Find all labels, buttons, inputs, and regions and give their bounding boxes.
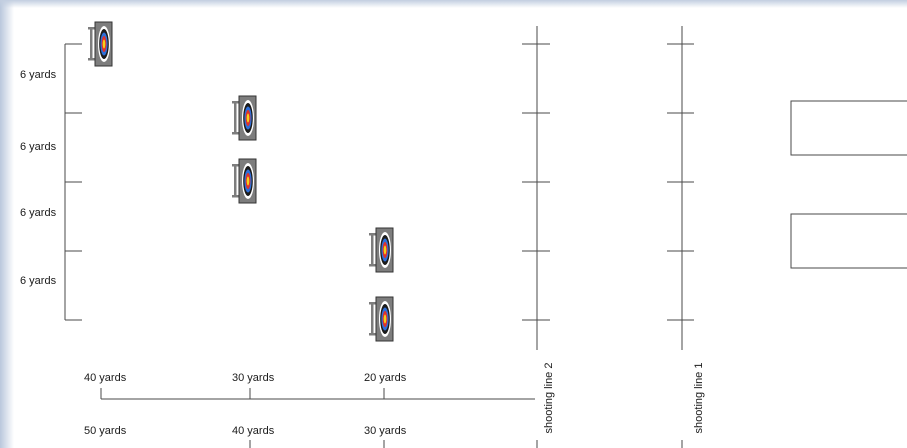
distance-label: 30 yards [364,425,407,437]
distance-label: 30 yards [232,372,275,384]
distance-label: 40 yards [232,425,275,437]
distance-label: 50 yards [84,425,127,437]
background-edge-top [0,0,907,8]
shooting-line-1-label: shooting line 1 [693,363,705,434]
row-spacing-label: 6 yards [20,69,57,81]
row-spacing-label: 6 yards [20,141,57,153]
distance-label: 40 yards [84,372,127,384]
background-edge-left [0,0,14,448]
row-spacing-label: 6 yards [20,275,57,287]
area-box-lower [790,213,907,269]
target-stand [231,95,257,141]
shooting-line-2-label: shooting line 2 [543,363,555,434]
target-stand [87,21,113,67]
distance-bracket-line-1 [249,440,385,448]
row-spacing-bracket [64,43,82,321]
distance-label: 20 yards [364,372,407,384]
target-stand [368,227,394,273]
row-spacing-label: 6 yards [20,207,57,219]
distance-bracket-line-2 [100,388,535,400]
shooting-line-2 [522,26,550,448]
target-stand [368,296,394,342]
shooting-line-1 [667,26,694,448]
target-stand [231,158,257,204]
area-box-upper [790,100,907,156]
